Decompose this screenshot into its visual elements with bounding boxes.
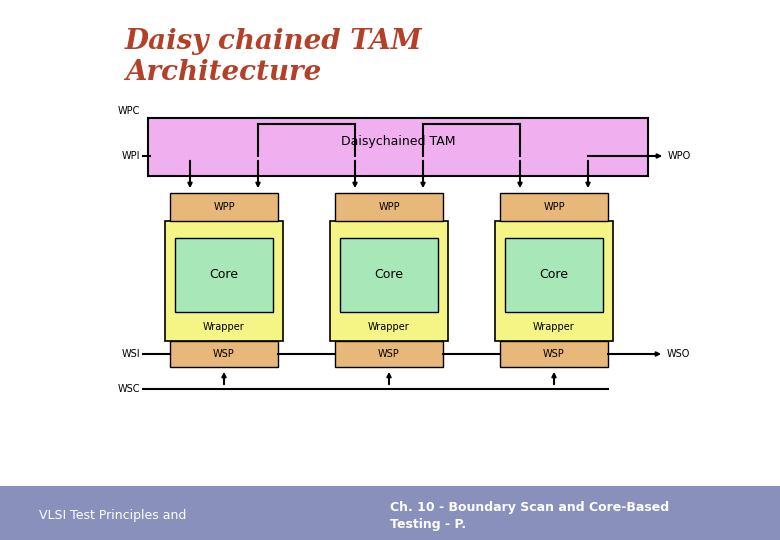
- Bar: [330, 221, 448, 341]
- Text: Daisy chained TAM
Architecture: Daisy chained TAM Architecture: [125, 28, 423, 86]
- Text: WPP: WPP: [378, 202, 400, 212]
- Text: WSP: WSP: [543, 349, 565, 359]
- Bar: [335, 193, 443, 221]
- Text: Ch. 10 - Boundary Scan and Core-Based
Testing - P.: Ch. 10 - Boundary Scan and Core-Based Te…: [390, 501, 669, 531]
- Text: Wrapper: Wrapper: [533, 322, 575, 332]
- Text: Wrapper: Wrapper: [203, 322, 245, 332]
- Bar: [148, 118, 648, 176]
- Bar: [175, 238, 273, 312]
- Bar: [340, 238, 438, 312]
- Text: WSC: WSC: [118, 384, 140, 394]
- Text: Core: Core: [374, 268, 403, 281]
- Bar: [165, 221, 283, 341]
- Bar: [495, 221, 613, 341]
- Text: WSO: WSO: [667, 349, 690, 359]
- Text: VLSI Test Principles and: VLSI Test Principles and: [39, 509, 186, 522]
- Text: WPP: WPP: [543, 202, 565, 212]
- Text: WSP: WSP: [378, 349, 400, 359]
- Text: Core: Core: [210, 268, 239, 281]
- Bar: [170, 341, 278, 367]
- Text: WSP: WSP: [213, 349, 235, 359]
- Text: Daisychained TAM: Daisychained TAM: [341, 134, 456, 147]
- Text: WPO: WPO: [668, 151, 691, 161]
- Text: WPP: WPP: [213, 202, 235, 212]
- Text: WPC: WPC: [118, 106, 140, 116]
- Bar: [500, 341, 608, 367]
- Text: Core: Core: [540, 268, 569, 281]
- Text: WSI: WSI: [122, 349, 140, 359]
- Bar: [335, 341, 443, 367]
- Bar: [500, 193, 608, 221]
- Bar: [170, 193, 278, 221]
- Text: Wrapper: Wrapper: [368, 322, 410, 332]
- Text: WPI: WPI: [122, 151, 140, 161]
- Bar: [505, 238, 603, 312]
